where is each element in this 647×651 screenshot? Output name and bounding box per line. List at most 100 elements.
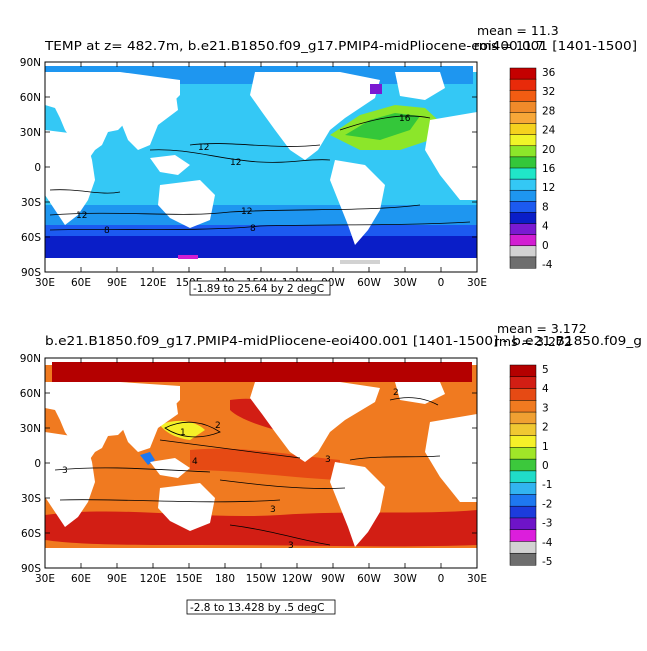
- colorbar-swatch: [509, 470, 537, 484]
- colorbar-swatch: [509, 123, 537, 136]
- panel-2-arctic-ocean: [52, 362, 472, 382]
- panel-1-contour-label: 8: [250, 224, 256, 234]
- x-tick-label: 90W: [321, 573, 345, 585]
- panel-1-y-axis: 90N 60N 30N 0 30S 60S 90S: [20, 57, 477, 279]
- colorbar-swatch: [509, 156, 537, 169]
- panel-1-land-australia: [158, 180, 215, 228]
- colorbar-swatch: [509, 552, 537, 566]
- panel-2-contour-label: 3: [270, 505, 276, 515]
- panel-2-range-note: -2.8 to 13.428 by .5 degC: [190, 602, 324, 614]
- panel-2-range-box: [186, 599, 336, 615]
- x-tick-label: 0: [438, 573, 445, 585]
- panel-2-land-africa: [45, 432, 95, 527]
- colorbar-swatch: [509, 458, 537, 472]
- colorbar-label: -4: [542, 537, 553, 549]
- x-tick-label: 30W: [393, 573, 417, 585]
- panel-1-land-europe-africa-east: [425, 112, 477, 200]
- y-tick-label: 60N: [20, 92, 41, 104]
- colorbar-swatch: [509, 234, 537, 247]
- panel-1-contour-label: 12: [230, 158, 241, 168]
- y-tick-label: 60S: [21, 528, 41, 540]
- colorbar-label: 24: [542, 125, 556, 137]
- panel-2-contours: [54, 397, 441, 546]
- panel-2-contour-label: 2: [215, 421, 221, 431]
- panel-1-contour-label: 16: [399, 114, 411, 124]
- panel-2-contour-label: 3: [62, 466, 68, 476]
- panel-1-map: 16 12 12 12 12 8 8: [44, 61, 478, 273]
- y-tick-label: 0: [34, 162, 41, 174]
- y-tick-label: 0: [34, 458, 41, 470]
- panel-1-title: TEMP at z= 482.7m, b.e21.B1850.f09_g17.P…: [44, 38, 637, 53]
- panel-1-land-indonesia: [150, 155, 190, 175]
- x-tick-label: 150W: [246, 573, 277, 585]
- panel-1-band-south-2: [45, 225, 477, 237]
- x-tick-label: 180: [215, 573, 235, 585]
- panel-1-north-atlantic-warm-2: [345, 113, 420, 140]
- colorbar-swatch: [509, 494, 537, 507]
- panel-1-land-south-america: [330, 160, 385, 245]
- colorbar-label: 0: [542, 240, 549, 252]
- colorbar-swatch: [509, 517, 537, 531]
- panel-2-rms: rms = 3.272: [494, 334, 572, 349]
- colorbar-label: 8: [542, 201, 549, 213]
- panel-1-mean: mean = 11.3: [477, 23, 559, 38]
- panel-1-contour-label: 12: [198, 143, 209, 153]
- colorbar-swatch: [509, 245, 537, 258]
- x-tick-label: 90E: [107, 277, 127, 289]
- colorbar-label: 28: [542, 105, 555, 117]
- panel-1-land-africa: [45, 130, 95, 225]
- panel-1-range-box: [189, 280, 331, 296]
- colorbar-label: 32: [542, 86, 555, 98]
- x-tick-label: 30E: [467, 277, 487, 289]
- panel-2-contour-label: 1: [180, 428, 186, 438]
- x-tick-label: 60W: [357, 277, 381, 289]
- panel-2-y-axis: 90N 60N 30N 0 30S 60S 90S: [20, 353, 477, 575]
- y-tick-label: 30S: [21, 493, 41, 505]
- x-tick-label: 150E: [176, 573, 203, 585]
- panel-2-map: 2 1 4 3 3 3 3 2: [44, 357, 478, 569]
- colorbar-swatch: [509, 201, 537, 213]
- panel-2-contour-label: 3: [325, 455, 331, 465]
- x-tick-label: 30E: [35, 573, 55, 585]
- colorbar-label: 1: [542, 441, 549, 453]
- colorbar-swatch: [509, 411, 537, 425]
- panel-2-contour-label: 3: [288, 541, 294, 551]
- colorbar-label: -1: [542, 479, 552, 491]
- panel-2-contour-label: 4: [192, 457, 198, 467]
- y-tick-label: 90S: [21, 563, 41, 575]
- colorbar-label: 4: [542, 383, 549, 395]
- y-tick-label: 90N: [20, 57, 41, 69]
- panel-1-contour-label: 8: [104, 226, 110, 236]
- x-tick-label: 120E: [140, 277, 167, 289]
- colorbar-swatch: [509, 167, 537, 180]
- x-tick-label: 120W: [282, 573, 313, 585]
- panel-1-range-note: -1.89 to 25.64 by 2 degC: [193, 283, 324, 295]
- colorbar-swatch: [509, 101, 537, 113]
- colorbar-swatch: [509, 67, 537, 80]
- colorbar-label: 16: [542, 163, 556, 175]
- colorbar-swatch: [509, 223, 537, 236]
- colorbar-swatch: [509, 189, 537, 202]
- colorbar-swatch: [509, 400, 537, 413]
- colorbar-swatch: [509, 256, 537, 269]
- panel-2-land-australia: [158, 483, 215, 531]
- colorbar-swatch: [509, 89, 537, 102]
- panel-1: TEMP at z= 482.7m, b.e21.B1850.f09_g17.P…: [20, 23, 637, 296]
- colorbar-swatch: [509, 435, 537, 448]
- colorbar-label: -5: [542, 556, 552, 568]
- colorbar-label: 36: [542, 67, 556, 79]
- panel-1-band-south-3: [45, 236, 477, 262]
- panel-2-land-south-america: [330, 462, 385, 547]
- colorbar-swatch: [509, 78, 537, 91]
- y-tick-label: 30S: [21, 197, 41, 209]
- panel-1-rms: rms = 11.7: [474, 38, 544, 53]
- x-tick-label: 60E: [71, 277, 91, 289]
- panel-1-land-china: [120, 88, 178, 150]
- colorbar-label: 12: [542, 182, 555, 194]
- panel-2-mean: mean = 3.172: [497, 321, 587, 336]
- panel-1-colorbar: 36 32 28 24 20 16 12 8 4 0 -4: [509, 67, 556, 271]
- panel-1-contours: [49, 115, 471, 231]
- colorbar-label: 2: [542, 422, 549, 434]
- colorbar-swatch: [509, 529, 537, 543]
- y-tick-label: 90S: [21, 267, 41, 279]
